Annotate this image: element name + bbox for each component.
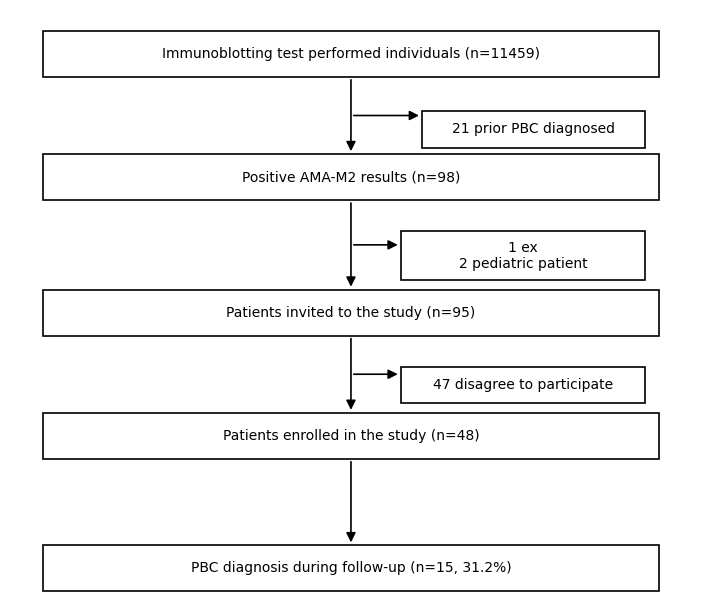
Text: 47 disagree to participate: 47 disagree to participate: [432, 378, 613, 392]
Text: Positive AMA-M2 results (n=98): Positive AMA-M2 results (n=98): [242, 170, 460, 184]
Bar: [401, 367, 645, 403]
Bar: [43, 31, 659, 77]
Text: 21 prior PBC diagnosed: 21 prior PBC diagnosed: [452, 123, 615, 136]
Bar: [43, 545, 659, 591]
Bar: [43, 413, 659, 459]
Text: 1 ex
2 pediatric patient: 1 ex 2 pediatric patient: [459, 240, 587, 271]
Bar: [43, 154, 659, 200]
Text: Patients invited to the study (n=95): Patients invited to the study (n=95): [226, 306, 476, 320]
Bar: [401, 231, 645, 280]
Text: Immunoblotting test performed individuals (n=11459): Immunoblotting test performed individual…: [162, 47, 540, 61]
Text: Patients enrolled in the study (n=48): Patients enrolled in the study (n=48): [223, 429, 479, 443]
Text: PBC diagnosis during follow-up (n=15, 31.2%): PBC diagnosis during follow-up (n=15, 31…: [191, 561, 511, 575]
Bar: [422, 111, 645, 148]
Bar: [43, 290, 659, 336]
